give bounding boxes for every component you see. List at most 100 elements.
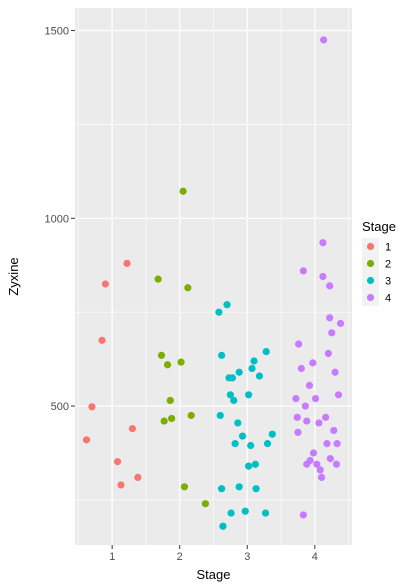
data-point-stage-4 [323,440,331,448]
data-point-stage-3 [216,411,224,420]
data-point-stage-4 [297,364,305,373]
data-point-stage-4 [309,359,317,367]
data-point-stage-3 [268,430,276,438]
data-point-stage-3 [215,308,223,316]
y-axis-title: Zyxine [6,257,21,295]
data-point-stage-3 [241,507,249,515]
data-point-stage-4 [324,349,332,358]
data-point-stage-4 [299,511,307,519]
data-point-stage-4 [328,329,336,337]
data-point-stage-1 [128,424,137,433]
data-point-stage-3 [218,351,226,359]
data-point-stage-3 [262,348,270,356]
data-point-stage-4 [295,340,303,348]
data-point-stage-2 [179,187,187,195]
data-point-stage-3 [235,368,243,376]
data-point-stage-2 [201,500,209,508]
data-point-stage-2 [163,361,172,369]
data-point-stage-4 [330,426,338,435]
legend: Stage 1 2 3 4 [362,219,396,306]
data-point-stage-4 [319,272,327,281]
data-point-stage-4 [316,466,324,474]
data-point-stage-3 [231,440,239,448]
data-point-stage-4 [333,440,341,448]
data-point-stage-3 [250,357,258,365]
points-layer [82,36,345,530]
data-point-stage-2 [180,483,189,491]
x-tick-label: 3 [244,551,250,563]
data-point-stage-4 [317,473,326,482]
data-point-stage-3 [218,485,226,493]
data-point-stage-4 [305,381,314,390]
data-point-stage-3 [255,372,264,380]
legend-title: Stage [362,219,396,234]
data-point-stage-2 [177,358,185,366]
data-point-stage-1 [82,436,91,444]
data-point-stage-2 [184,284,192,292]
data-point-stage-3 [238,432,247,440]
x-tick-label: 1 [109,551,115,563]
data-point-stage-2 [157,351,166,359]
data-point-stage-3 [219,522,227,530]
data-point-stage-3 [252,485,260,493]
grid-minor [75,8,352,545]
data-point-stage-1 [117,481,125,489]
legend-marker-3 [366,276,375,285]
y-tick-label: 500 [51,401,69,413]
data-point-stage-1 [123,259,131,267]
data-point-stage-3 [261,509,270,517]
data-point-stage-1 [134,473,142,482]
data-point-stage-4 [331,368,339,376]
data-point-stage-4 [309,449,318,457]
data-point-stage-4 [299,267,307,275]
data-point-stage-3 [234,419,242,427]
data-point-stage-4 [315,419,323,427]
data-point-stage-2 [154,275,162,283]
data-point-stage-4 [334,391,343,399]
data-point-stage-3 [251,460,259,468]
y-tick-label: 1500 [45,26,69,38]
ticks-layer: 1 2 3 4 500 1000 1500 [45,26,318,563]
data-point-stage-3 [230,396,238,405]
data-point-stage-4 [326,314,334,322]
data-point-stage-2 [187,411,195,420]
legend-marker-4 [366,293,375,302]
data-point-stage-4 [336,319,345,328]
data-point-stage-1 [88,403,96,411]
data-point-stage-2 [160,417,168,425]
data-point-stage-4 [306,456,314,465]
data-point-stage-2 [168,414,176,423]
legend-label-1: 1 [385,242,391,254]
data-point-stage-4 [322,413,330,421]
data-point-stage-3 [248,364,256,373]
data-point-stage-4 [303,417,311,425]
x-tick-label: 2 [177,551,183,563]
data-point-stage-1 [113,458,122,466]
data-point-stage-1 [98,336,106,344]
data-point-stage-4 [326,282,334,290]
data-point-stage-4 [332,460,341,468]
x-axis-title: Stage [197,567,231,582]
legend-label-3: 3 [385,276,391,288]
y-tick-label: 1000 [45,213,69,225]
data-point-stage-4 [320,36,328,44]
data-point-stage-3 [228,374,237,382]
data-point-stage-4 [293,413,301,421]
data-point-stage-3 [263,440,272,448]
legend-label-2: 2 [385,259,391,271]
data-point-stage-4 [311,394,320,403]
data-point-stage-4 [294,428,302,436]
legend-label-4: 4 [385,293,391,305]
data-point-stage-1 [101,280,110,288]
data-point-stage-3 [227,509,235,517]
data-point-stage-4 [313,460,321,468]
data-point-stage-4 [319,239,327,247]
x-tick-label: 4 [312,551,318,563]
data-point-stage-2 [166,396,174,405]
data-point-stage-3 [245,391,253,399]
data-point-stage-3 [226,391,234,399]
data-point-stage-4 [301,402,309,410]
data-point-stage-4 [326,455,334,463]
